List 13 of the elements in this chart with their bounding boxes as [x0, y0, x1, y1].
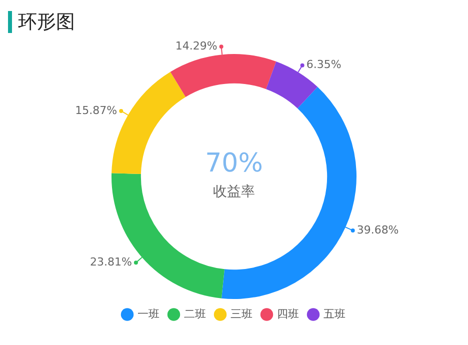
data-label: 6.35% [306, 58, 342, 72]
text: 70% [205, 148, 263, 178]
data-label: 14.29% [175, 39, 218, 52]
legend-label: 五班 [323, 307, 346, 320]
text: 收益率 [213, 184, 255, 200]
data-label: 39.68% [356, 223, 399, 236]
data-label: 15.87% [75, 104, 118, 117]
legend-label: 一班 [137, 307, 160, 320]
legend-label: 二班 [184, 307, 206, 320]
legend-label: 四班 [276, 307, 299, 320]
data-label: 23.81% [90, 255, 132, 268]
legend-label: 三班 [230, 307, 252, 320]
chart-title: 环形图 [18, 10, 75, 35]
